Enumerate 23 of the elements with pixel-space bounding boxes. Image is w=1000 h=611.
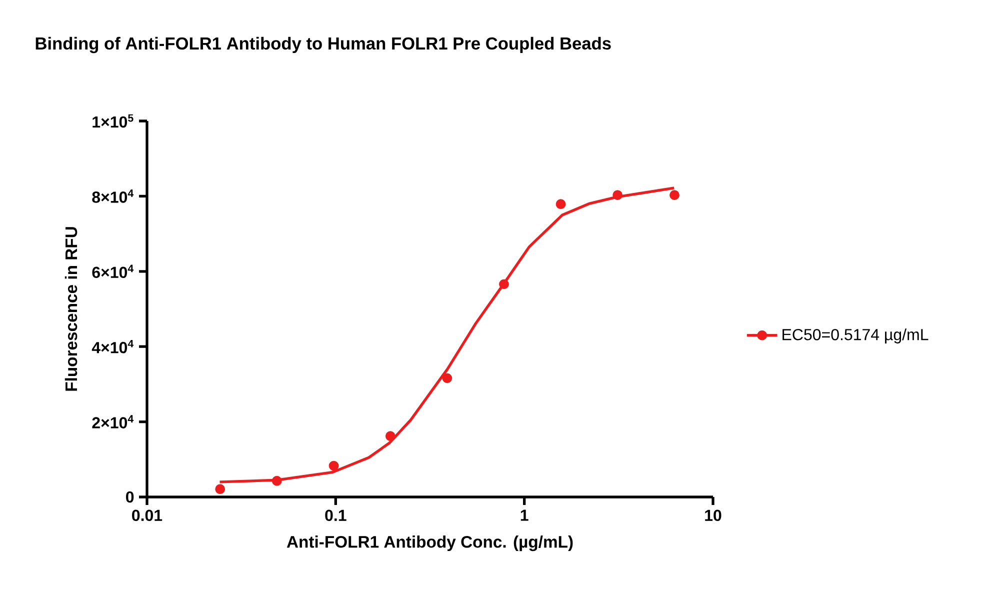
y-axis-title: Fluorescence in RFU [64, 227, 78, 391]
x-tick-label: 10 [705, 510, 722, 522]
point [670, 190, 680, 200]
chart-title: Binding of Anti-FOLR1 Antibody to Human FOLR1 Pre Coupled Beads [36, 36, 611, 54]
point [612, 190, 622, 200]
point [442, 373, 452, 384]
x-tick-label: 0.01 [132, 510, 162, 522]
legend-label: EC50=0.5174 µg/mL [782, 328, 928, 344]
x-tick-label: 1 [520, 510, 528, 521]
y-tick-label: 6×10$^{4}$ [92, 264, 134, 278]
y-tick-label: 8×10$^{4}$ [92, 190, 134, 203]
point [556, 199, 566, 210]
x-tick-label: 0.1 [325, 510, 346, 522]
point [385, 431, 396, 442]
point [328, 460, 339, 471]
y-tick-label: 0 [126, 491, 134, 503]
x-axis-title: Anti-FOLR1 Antibody Conc. (µg/mL) [286, 536, 573, 552]
y-tick-label: 2×10$^{4}$ [92, 415, 134, 428]
y-tick-label: 1×10$^{5}$ [92, 114, 134, 128]
point [272, 476, 282, 486]
point [499, 279, 509, 290]
point [215, 484, 226, 494]
y-tick-label: 4×10$^{4}$ [92, 340, 134, 354]
